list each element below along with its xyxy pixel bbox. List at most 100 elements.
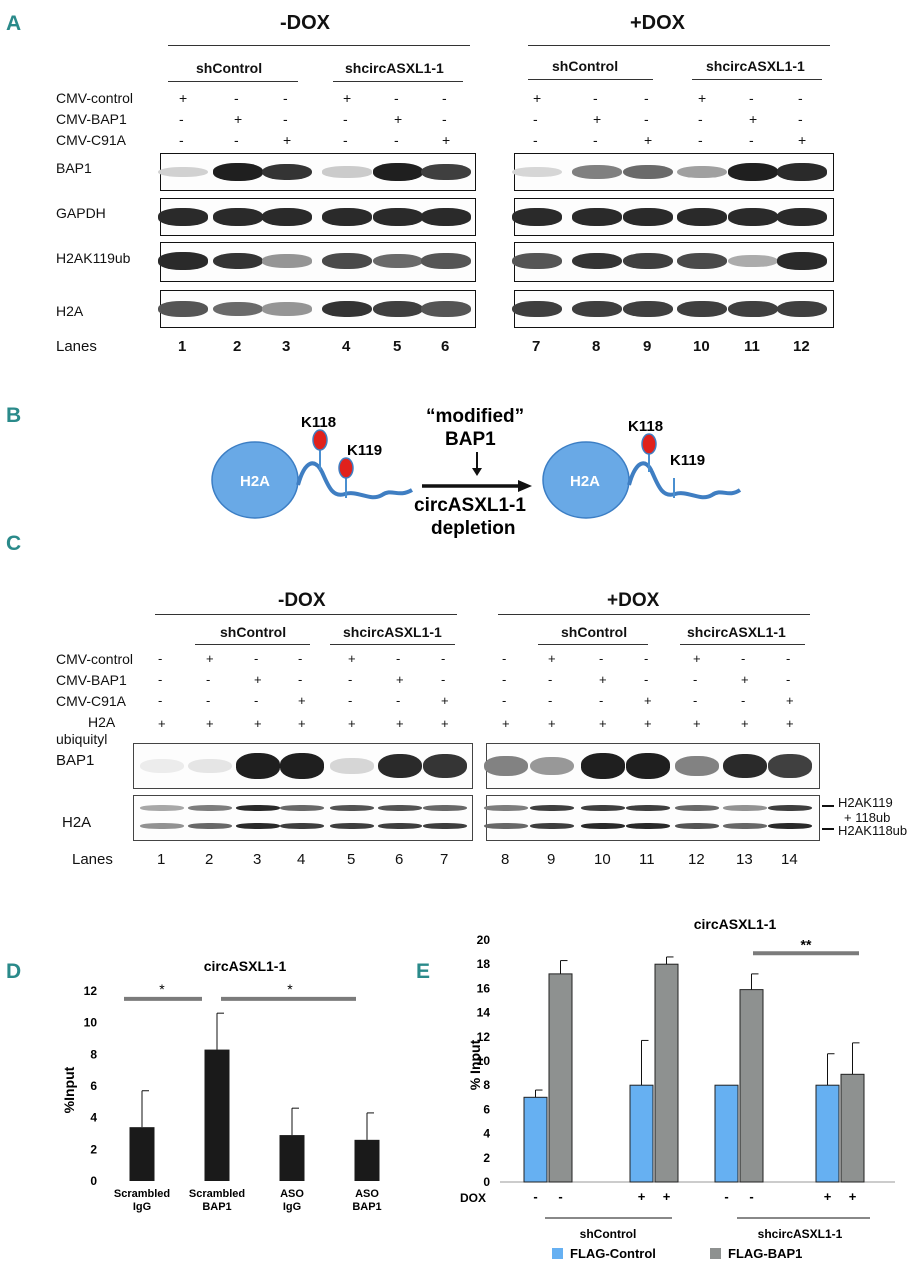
a-band-b1-lane2: [213, 163, 263, 181]
c-sign-r2-lane6: +: [396, 672, 404, 687]
e-legend-swatch-1: [552, 1248, 563, 1259]
c-sign-r3-lane13: -: [741, 693, 746, 708]
a-band-b2-lane1: [158, 208, 208, 226]
c-band-h2a-lower-lane12: [675, 823, 719, 829]
c-band-h2a-upper-lane3: [236, 805, 280, 811]
c-side-h2ak118ub: H2AK118ub: [838, 823, 908, 838]
a-band-b4-lane4: [322, 300, 372, 318]
e-bar-flag-bap1-1: [548, 973, 573, 1183]
a-lane-5: 5: [393, 338, 402, 355]
c-band-h2a-upper-lane10: [581, 805, 625, 811]
d-chart-title: circASXL1-1: [204, 958, 287, 974]
a-dox-minus-label: -DOX: [280, 12, 330, 34]
c-side-118ub: + 118ub: [844, 810, 891, 825]
c-sign-r1-lane8: -: [502, 651, 507, 666]
c-band-h2a-lower-lane5: [330, 823, 374, 829]
a-lane-12: 12: [793, 338, 810, 355]
c-sign-r2-lane10: +: [599, 672, 607, 687]
c-lane-10: 10: [594, 851, 611, 868]
a-sign-r3-lane7: -: [533, 132, 538, 148]
e-legend-swatch-2: [710, 1248, 721, 1259]
c-sign-r4-lane13: +: [741, 716, 749, 731]
a-shcontrol-left: shControl: [196, 60, 263, 76]
c-shcirc-right-line: [680, 644, 805, 645]
d-xlabel-1-line1: Scrambled: [114, 1188, 170, 1200]
a-lane-10: 10: [693, 338, 710, 355]
c-band-h2a-lower-lane2: [188, 823, 232, 829]
c-band-h2a-upper-lane6: [378, 805, 422, 811]
d-sig-star-1: *: [159, 981, 165, 997]
panel-label-a: A: [6, 12, 22, 35]
d-ytick-12: 12: [84, 984, 98, 998]
c-sign-r3-lane14: +: [786, 693, 794, 708]
a-sign-r3-lane5: -: [394, 132, 399, 148]
d-bar-4: [354, 1139, 380, 1181]
c-band-h2a-upper-lane1: [140, 805, 184, 811]
b-k119-left-text: K119: [347, 442, 382, 459]
a-band-b2-lane8: [572, 208, 622, 226]
c-band-h2a-upper-lane13: [723, 805, 767, 811]
c-band-bap1-lane5: [330, 758, 374, 774]
c-lane-7: 7: [440, 851, 449, 868]
a-lane-9: 9: [643, 338, 652, 355]
c-sign-r3-lane2: -: [206, 693, 211, 708]
c-band-h2a-lower-lane8: [484, 823, 528, 829]
e-dox-sign-5: -: [724, 1189, 728, 1204]
b-ub-k119-left: [338, 457, 354, 479]
a-lane-2: 2: [233, 338, 242, 355]
b-right-arrow-head: [518, 480, 532, 492]
c-row-cmv-bap1: CMV-BAP1: [56, 672, 127, 688]
a-band-b1-lane1: [158, 166, 208, 178]
c-shcontrol-right: shControl: [561, 624, 628, 640]
a-shcontrol-right-line: [528, 79, 653, 80]
a-sign-r1-lane3: -: [283, 90, 288, 106]
a-sign-r3-lane10: -: [698, 132, 703, 148]
a-row-cmv-control: CMV-control: [56, 90, 134, 106]
c-dox-plus-line: [498, 614, 810, 615]
a-shcontrol-right: shControl: [552, 58, 619, 74]
e-legend-label-2: FLAG-BAP1: [728, 1246, 802, 1261]
panel-label-d: D: [6, 960, 22, 983]
b-down-arrow-head: [472, 468, 482, 476]
b-h2a-left-text: H2A: [240, 473, 270, 490]
c-sign-r1-lane6: -: [396, 651, 401, 666]
a-sign-r3-lane9: +: [644, 132, 653, 148]
c-band-h2a-upper-lane11: [626, 805, 670, 811]
c-sign-r4-lane12: +: [693, 716, 701, 731]
c-band-h2a-upper-lane4: [280, 805, 324, 811]
panel-label-c: C: [6, 532, 22, 555]
a-lanes-label: Lanes: [56, 338, 97, 355]
c-band-bap1-lane1: [140, 758, 184, 774]
a-sign-r3-lane1: -: [179, 132, 184, 148]
e-dox-sign-2: -: [558, 1189, 562, 1204]
a-band-b3-lane7: [512, 253, 562, 269]
c-band-h2a-lower-lane13: [723, 823, 767, 829]
a-lane-7: 7: [532, 338, 541, 355]
a-band-b4-lane9: [623, 300, 673, 318]
c-row-h2a: H2A: [88, 714, 116, 730]
a-band-b1-lane12: [777, 163, 827, 181]
c-sign-r4-lane11: +: [644, 716, 652, 731]
c-sign-r1-lane5: +: [348, 651, 356, 666]
c-band-h2a-upper-lane12: [675, 805, 719, 811]
a-band-b1-lane5: [373, 163, 423, 181]
a-band-b1-lane7: [512, 166, 562, 178]
d-xlabel-3-line2: IgG: [283, 1201, 301, 1213]
c-sign-r4-lane6: +: [396, 716, 404, 731]
a-sign-r1-lane5: -: [394, 90, 399, 106]
c-band-bap1-lane11: [626, 753, 670, 779]
a-sign-r1-lane2: -: [234, 90, 239, 106]
e-bar-flag-control-3: [714, 1084, 739, 1183]
e-dox-label: DOX: [460, 1191, 486, 1205]
a-sign-r2-lane3: -: [283, 111, 288, 127]
a-band-b3-lane2: [213, 252, 263, 270]
c-band-h2a-lower-lane14: [768, 823, 812, 829]
a-band-b1-lane6: [421, 163, 471, 181]
a-band-b4-lane5: [373, 300, 423, 318]
c-sign-r2-lane9: -: [548, 672, 553, 687]
e-group-label-1: shControl: [580, 1227, 637, 1241]
b-depletion-text: depletion: [431, 518, 515, 539]
b-ub-k118-right: [641, 433, 657, 455]
c-sign-r1-lane12: +: [693, 651, 701, 666]
d-sig-star-2: *: [287, 981, 293, 997]
